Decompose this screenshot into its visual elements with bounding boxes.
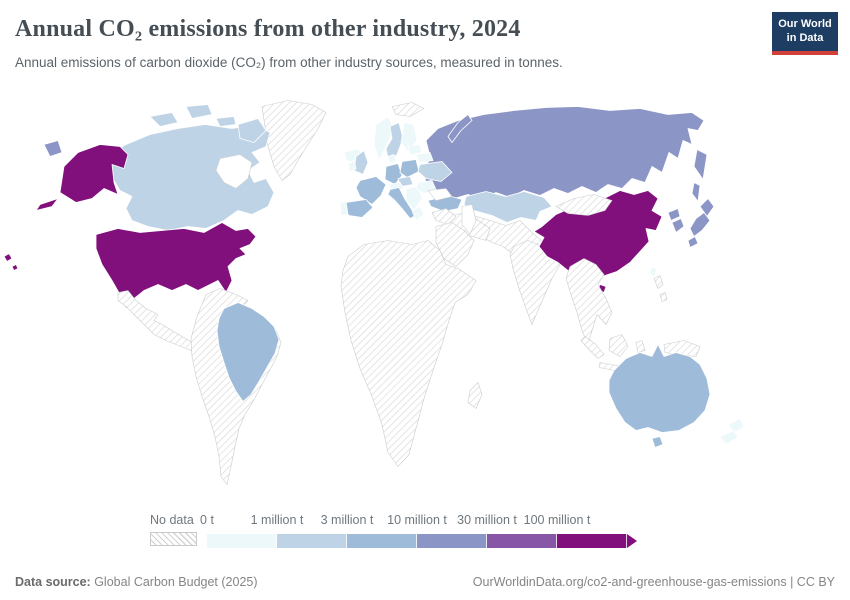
map-region-usa-mainland[interactable]: [95, 222, 257, 309]
map-region-ireland[interactable]: [347, 160, 357, 173]
map-region-aleutians[interactable]: [35, 198, 59, 211]
caspian-sea-water: [461, 204, 477, 235]
logo-line-2: in Data: [786, 31, 824, 44]
map-region-greece[interactable]: [411, 206, 425, 221]
map-region-brazil[interactable]: [216, 302, 280, 402]
map-region-arabia[interactable]: [435, 222, 475, 267]
attribution-link[interactable]: OurWorldinData.org/co2-and-greenhouse-ga…: [472, 575, 835, 589]
map-region-south-korea[interactable]: [671, 218, 685, 233]
legend-band-0[interactable]: [207, 534, 277, 548]
legend-arrow-icon: [627, 534, 637, 548]
world-choropleth-map: [0, 92, 850, 497]
map-region-canada-island-3[interactable]: [215, 116, 237, 127]
map-region-canada[interactable]: [99, 124, 275, 231]
map-region-france[interactable]: [355, 176, 387, 205]
owid-logo[interactable]: Our World in Data: [772, 12, 838, 55]
map-region-canada-island-2[interactable]: [185, 104, 213, 119]
legend-no-data: No data: [150, 513, 197, 546]
map-region-sulawesi[interactable]: [635, 340, 646, 353]
map-region-borneo[interactable]: [608, 334, 629, 357]
legend-tick-5: 100 million t: [523, 513, 591, 527]
legend-band-4[interactable]: [487, 534, 557, 548]
legend-tick-0: 0 t: [200, 513, 214, 527]
map-region-balkans[interactable]: [405, 186, 423, 211]
map-region-sumatra[interactable]: [580, 336, 605, 359]
map-region-philippines-2[interactable]: [659, 292, 668, 302]
data-source-text: Global Carbon Budget (2025): [90, 575, 258, 589]
legend-tick-1: 1 million t: [250, 513, 304, 527]
map-region-southeast-asia[interactable]: [565, 258, 613, 345]
map-region-portugal[interactable]: [339, 201, 349, 216]
legend-tick-3: 10 million t: [387, 513, 447, 527]
map-region-novaya-zemlya[interactable]: [447, 114, 473, 143]
map-region-new-guinea[interactable]: [663, 340, 701, 357]
map-region-denmark[interactable]: [387, 154, 397, 164]
map-region-australia[interactable]: [608, 344, 711, 433]
map-region-taiwan[interactable]: [649, 266, 658, 278]
map-region-japan-kyushu[interactable]: [687, 236, 699, 248]
legend-tick-4: 30 million t: [457, 513, 517, 527]
page-subtitle: Annual emissions of carbon dioxide (CO₂)…: [15, 55, 563, 70]
legend-band-3[interactable]: [417, 534, 487, 548]
page-title: Annual CO₂ emissions from other industry…: [15, 16, 521, 42]
map-region-svalbard[interactable]: [391, 102, 425, 117]
map-region-mongolia[interactable]: [555, 194, 613, 216]
map-region-kazakhstan[interactable]: [463, 191, 553, 223]
map-region-hawaii-1[interactable]: [3, 253, 13, 262]
legend-color-bar: [207, 534, 687, 548]
legend-ticks: 0 t 1 million t 3 million t 10 million t…: [200, 513, 687, 530]
legend-no-data-swatch[interactable]: [150, 532, 197, 546]
map-region-chukotka[interactable]: [43, 140, 63, 157]
map-region-madagascar[interactable]: [467, 382, 483, 409]
map-region-north-korea[interactable]: [667, 208, 681, 221]
black-sea-water: [427, 188, 453, 201]
map-region-philippines-1[interactable]: [653, 275, 664, 289]
map-region-alaska[interactable]: [59, 144, 129, 203]
map-region-russia[interactable]: [423, 106, 705, 200]
legend-band-1[interactable]: [277, 534, 347, 548]
map-region-greenland[interactable]: [261, 100, 327, 181]
legend-bar-zone: 0 t 1 million t 3 million t 10 million t…: [200, 513, 687, 548]
data-source-label: Data source:: [15, 575, 91, 589]
map-region-baltics[interactable]: [407, 144, 423, 155]
map-region-finland[interactable]: [400, 122, 418, 153]
map-region-italy[interactable]: [387, 187, 417, 219]
legend-band-2[interactable]: [347, 534, 417, 548]
map-region-canada-island-1[interactable]: [149, 112, 179, 127]
map-region-new-zealand-north[interactable]: [727, 418, 745, 433]
map-region-new-zealand-south[interactable]: [719, 430, 739, 445]
footer: Data source: Global Carbon Budget (2025)…: [0, 575, 850, 589]
logo-line-1: Our World: [778, 18, 832, 30]
map-region-levant[interactable]: [431, 208, 457, 225]
map-region-hawaii-2[interactable]: [11, 264, 19, 271]
map-region-belarus[interactable]: [415, 152, 434, 163]
map-region-mexico-central-america[interactable]: [117, 290, 201, 353]
legend-tick-2: 3 million t: [320, 513, 374, 527]
map-region-ukraine[interactable]: [417, 161, 453, 182]
legend-band-5[interactable]: [557, 534, 627, 548]
map-region-canada-baffin[interactable]: [237, 118, 267, 143]
map-region-tasmania[interactable]: [651, 436, 664, 448]
map-region-sakhalin[interactable]: [691, 182, 701, 202]
map-region-kamchatka[interactable]: [693, 149, 708, 180]
data-source: Data source: Global Carbon Budget (2025): [15, 575, 258, 589]
map-region-africa[interactable]: [340, 240, 477, 467]
legend-no-data-label: No data: [150, 513, 194, 527]
map-region-poland[interactable]: [399, 159, 420, 178]
map-region-alpine[interactable]: [387, 182, 405, 191]
hudson-bay-water: [215, 154, 253, 189]
map-region-japan-honshu[interactable]: [689, 212, 711, 237]
map-region-norway[interactable]: [373, 116, 395, 161]
